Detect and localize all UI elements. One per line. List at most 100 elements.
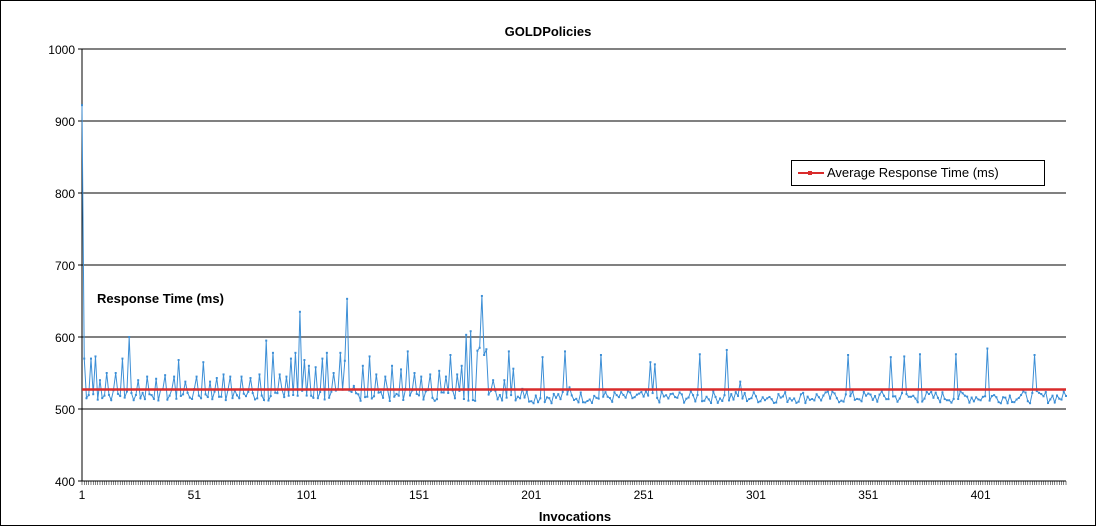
- data-point: [613, 391, 616, 394]
- data-point: [245, 395, 247, 398]
- data-point: [373, 395, 376, 398]
- data-point: [901, 392, 903, 395]
- data-point: [1056, 394, 1059, 397]
- data-point: [179, 394, 182, 397]
- data-point: [813, 399, 816, 402]
- data-point: [766, 397, 769, 400]
- data-point: [633, 396, 636, 399]
- data-point: [665, 394, 668, 397]
- data-point: [121, 357, 124, 360]
- data-point: [220, 395, 223, 398]
- data-point: [597, 397, 600, 400]
- data-point: [148, 393, 151, 396]
- data-point: [175, 397, 178, 400]
- data-point: [298, 310, 301, 313]
- data-point: [588, 398, 591, 401]
- data-point: [1020, 394, 1023, 397]
- data-point: [759, 400, 762, 403]
- data-point: [692, 394, 695, 397]
- data-point: [81, 104, 83, 107]
- data-point: [391, 364, 394, 367]
- data-point: [1051, 394, 1054, 397]
- data-point: [209, 380, 212, 383]
- data-point: [141, 391, 144, 394]
- data-point: [465, 333, 468, 336]
- data-point: [218, 395, 221, 398]
- data-point: [546, 396, 549, 399]
- data-point: [876, 400, 879, 403]
- y-tick-label: 400: [55, 475, 75, 489]
- data-point: [784, 391, 787, 394]
- data-point: [912, 394, 915, 397]
- data-point: [656, 396, 659, 399]
- data-point: [339, 351, 342, 354]
- data-point: [303, 359, 306, 362]
- data-point: [624, 396, 627, 399]
- data-point: [534, 394, 537, 397]
- data-point: [343, 359, 346, 362]
- data-point: [1015, 398, 1018, 401]
- data-point: [611, 400, 614, 403]
- data-point: [680, 393, 683, 396]
- data-point: [498, 394, 501, 397]
- data-point: [687, 396, 690, 399]
- x-tick-label: 201: [521, 488, 541, 502]
- data-point: [370, 397, 373, 400]
- data-point: [305, 394, 308, 397]
- x-tick-label: 301: [746, 488, 766, 502]
- data-point: [599, 354, 602, 356]
- data-point: [87, 394, 90, 397]
- data-point: [469, 330, 472, 333]
- data-point: [703, 399, 706, 402]
- data-point: [150, 394, 153, 397]
- data-point: [737, 394, 739, 397]
- data-point: [310, 394, 313, 397]
- data-point: [689, 390, 692, 393]
- data-point: [516, 395, 519, 398]
- data-point: [856, 397, 859, 400]
- data-point: [395, 392, 398, 395]
- data-point: [602, 395, 605, 398]
- data-point: [409, 394, 411, 397]
- data-point: [501, 399, 504, 402]
- data-point: [990, 395, 993, 398]
- data-point: [1004, 396, 1007, 399]
- data-point: [568, 386, 571, 389]
- data-point: [1065, 394, 1067, 397]
- data-point: [476, 349, 479, 352]
- data-point: [838, 401, 841, 404]
- data-point: [887, 398, 890, 401]
- data-point: [267, 399, 270, 402]
- data-point: [604, 391, 607, 394]
- x-tick-label: 101: [297, 488, 317, 502]
- data-point: [653, 363, 656, 366]
- data-point: [89, 357, 92, 360]
- data-point: [292, 394, 295, 397]
- data-point: [474, 399, 477, 402]
- data-point: [802, 391, 805, 394]
- data-point: [1060, 398, 1063, 401]
- data-point: [483, 354, 486, 356]
- data-point: [811, 398, 814, 401]
- data-point: [705, 395, 708, 398]
- data-point: [986, 347, 989, 350]
- data-point: [701, 400, 704, 403]
- data-point: [139, 397, 142, 400]
- data-point: [898, 397, 901, 400]
- data-point: [523, 396, 526, 399]
- data-point: [525, 390, 528, 393]
- data-point: [458, 389, 461, 392]
- data-point: [730, 393, 733, 396]
- data-point: [593, 394, 596, 397]
- data-point: [269, 395, 272, 398]
- data-point: [642, 395, 645, 398]
- data-point: [795, 401, 798, 404]
- data-point: [883, 394, 886, 397]
- chart-title: GOLDPolicies: [504, 24, 592, 39]
- data-point: [662, 395, 665, 398]
- data-point: [1008, 394, 1011, 397]
- data-point: [638, 392, 641, 395]
- data-point: [238, 397, 241, 400]
- data-point: [260, 394, 263, 397]
- x-tick-label: 151: [409, 488, 429, 502]
